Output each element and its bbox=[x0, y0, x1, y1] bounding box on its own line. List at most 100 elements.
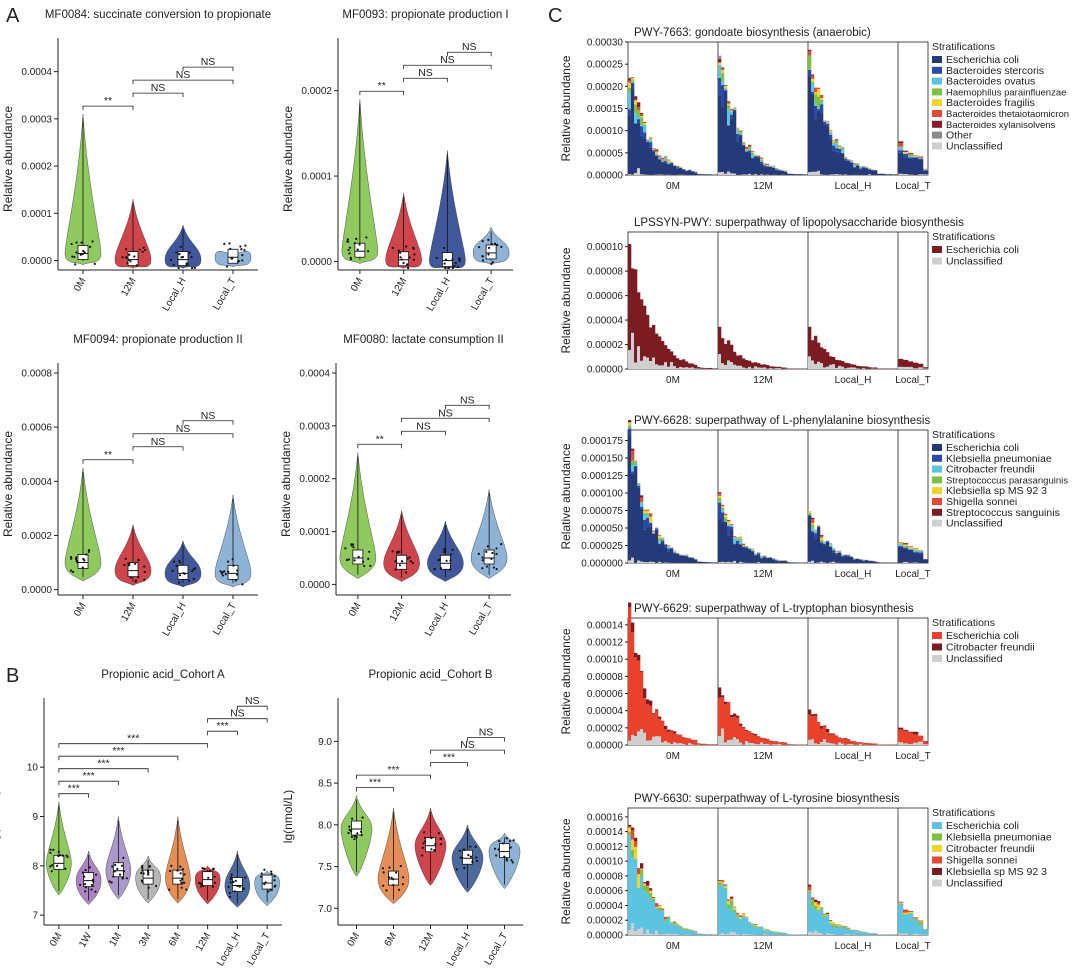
data-point bbox=[444, 262, 446, 264]
stacked-bar-segment bbox=[685, 934, 688, 935]
stacked-bar-segment bbox=[838, 360, 841, 366]
stacked-bar-segment bbox=[658, 544, 661, 545]
stacked-bar-segment bbox=[727, 521, 730, 522]
stacked-bar-segment bbox=[754, 555, 757, 556]
stacked-bar-segment bbox=[667, 164, 670, 165]
data-point bbox=[139, 249, 141, 251]
stacked-bar-segment bbox=[898, 143, 903, 146]
stacked-bar-segment bbox=[643, 885, 646, 891]
stacked-bar-segment bbox=[667, 919, 670, 934]
stacked-bar-segment bbox=[913, 368, 918, 369]
data-point bbox=[83, 559, 85, 561]
stacked-bar-segment bbox=[658, 905, 661, 906]
stacked-bar-segment bbox=[814, 94, 817, 103]
stacked-bar-segment bbox=[640, 561, 643, 563]
y-tick-label: 0.0004 bbox=[21, 477, 52, 488]
stacked-bar-segment bbox=[652, 899, 655, 901]
stacked-bar-segment bbox=[727, 521, 730, 524]
data-point bbox=[502, 842, 504, 844]
data-point bbox=[347, 249, 349, 251]
stacked-bar-segment bbox=[631, 850, 634, 856]
data-point bbox=[487, 253, 489, 255]
data-point bbox=[191, 267, 193, 269]
data-point bbox=[482, 255, 484, 257]
data-point bbox=[368, 551, 370, 553]
stacked-bar-segment bbox=[733, 537, 736, 538]
stacked-bar-segment bbox=[751, 924, 754, 934]
stacked-bar-segment bbox=[664, 726, 667, 729]
stacked-bar-segment bbox=[903, 545, 908, 546]
data-point bbox=[185, 888, 187, 890]
plot-frame bbox=[628, 430, 928, 563]
stacked-bar-segment bbox=[667, 730, 670, 732]
y-tick-label: 0.0008 bbox=[21, 369, 52, 380]
data-point bbox=[395, 872, 397, 874]
data-point bbox=[223, 243, 225, 245]
stacked-bar-segment bbox=[811, 907, 814, 933]
stacked-bar-segment bbox=[667, 547, 670, 549]
stacked-bar-segment bbox=[903, 914, 908, 915]
stacked-bar-segment bbox=[682, 930, 685, 935]
stacked-bar-segment bbox=[898, 546, 903, 547]
stacked-bar-segment bbox=[808, 511, 811, 512]
stacked-bar-segment bbox=[766, 365, 769, 369]
data-point bbox=[490, 263, 492, 265]
box-Local_T bbox=[262, 875, 272, 889]
stacked-bar-segment bbox=[718, 881, 721, 882]
y-tick-label: 0.0001 bbox=[299, 527, 330, 538]
stacked-bar-segment bbox=[637, 929, 640, 935]
stacked-bar-segment bbox=[646, 510, 649, 511]
stacked-bar-segment bbox=[655, 736, 658, 745]
stacked-bar-segment bbox=[673, 166, 676, 175]
stacked-bar-segment bbox=[655, 904, 658, 907]
data-point bbox=[178, 560, 180, 562]
stacked-bar-segment bbox=[787, 174, 790, 175]
stacked-bar-segment bbox=[721, 880, 724, 882]
stacked-bar-segment bbox=[802, 174, 805, 175]
stacked-bar-segment bbox=[817, 343, 820, 362]
stacked-bar-segment bbox=[748, 731, 751, 732]
data-point bbox=[261, 872, 263, 874]
stacked-bar-segment bbox=[903, 915, 908, 933]
stacked-bar-segment bbox=[820, 104, 823, 113]
stacked-bar-segment bbox=[829, 135, 832, 139]
stacked-bar-segment bbox=[634, 466, 637, 563]
data-point bbox=[459, 260, 461, 262]
y-tick-label: 0.00015 bbox=[587, 104, 624, 115]
stacked-bar-segment bbox=[709, 368, 712, 369]
stacked-bar-segment bbox=[631, 830, 634, 839]
stacked-bar-segment bbox=[724, 514, 727, 515]
stacked-bar-segment bbox=[727, 901, 730, 905]
x-tick-label: 0M bbox=[72, 601, 88, 619]
stacked-bar-segment bbox=[760, 164, 763, 175]
data-point bbox=[409, 256, 411, 258]
data-point bbox=[274, 875, 276, 877]
data-point bbox=[491, 243, 493, 245]
legend-swatch bbox=[932, 99, 942, 106]
stacked-bar-segment bbox=[829, 133, 832, 135]
stacked-bar-segment bbox=[640, 508, 643, 561]
stacked-bar-segment bbox=[679, 555, 682, 563]
stacked-bar-segment bbox=[817, 526, 820, 527]
stacked-bar-segment bbox=[637, 292, 640, 346]
legend-label: Escherichia coli bbox=[946, 244, 1019, 256]
stacked-bar-segment bbox=[772, 166, 775, 167]
stacked-bar-segment bbox=[730, 345, 733, 362]
stacked-bar-segment bbox=[727, 125, 730, 126]
stacked-bar-segment bbox=[649, 514, 652, 517]
stacked-bar-segment bbox=[658, 906, 661, 908]
data-point bbox=[198, 882, 200, 884]
stacked-bar-segment bbox=[844, 738, 847, 739]
stacked-bar-segment bbox=[643, 511, 646, 513]
stacked-bar-segment bbox=[826, 122, 829, 123]
data-point bbox=[74, 263, 76, 265]
data-point bbox=[510, 846, 512, 848]
stacked-bar-segment bbox=[721, 73, 724, 81]
data-point bbox=[214, 882, 216, 884]
legend-label: Citrobacter freundii bbox=[946, 464, 1035, 476]
stacked-bar-segment bbox=[862, 743, 865, 745]
stacked-bar-segment bbox=[649, 706, 652, 741]
stacked-bar-segment bbox=[646, 357, 649, 369]
data-point bbox=[125, 257, 127, 259]
stacked-bar-segment bbox=[700, 934, 703, 935]
